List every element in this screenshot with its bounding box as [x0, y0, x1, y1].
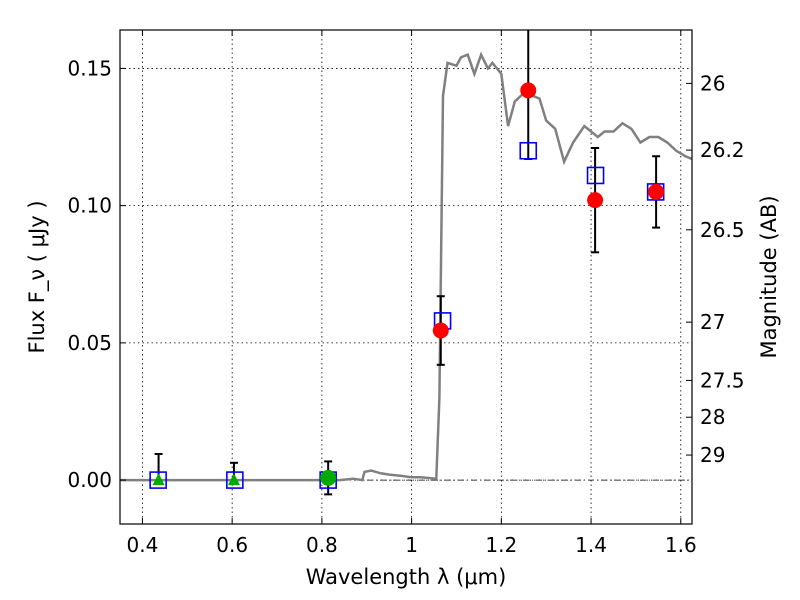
detection-point — [587, 192, 604, 209]
x-tick-label: 1.2 — [485, 533, 517, 557]
y-tick-label: 0.15 — [67, 56, 112, 80]
mag-tick-label: 27 — [700, 310, 725, 334]
x-tick-label: 0.4 — [127, 533, 159, 557]
x-tick-label: 1 — [405, 533, 418, 557]
mag-tick-label: 27.5 — [700, 368, 745, 392]
sed-model-line — [120, 51, 692, 482]
x-tick-label: 1.6 — [665, 533, 697, 557]
series-group — [120, 30, 692, 496]
model-square-marker — [226, 471, 244, 489]
tick-labels: 0.4 0.6 0.8 1 1.2 1.4 1.6 0.00 0.05 0.10 0.15 26 26.… — [67, 56, 744, 557]
plot-frame — [119, 29, 693, 525]
model-square-marker — [586, 166, 605, 185]
detection-point — [432, 322, 449, 339]
mag-tick-label: 28 — [700, 405, 725, 429]
y-axis-title: Flux F_ν ( μJy ) — [25, 200, 50, 353]
mag-tick-label: 26.5 — [700, 218, 745, 242]
detection-point — [520, 82, 537, 99]
x-axis-title: Wavelength λ (μm) — [306, 565, 507, 589]
axis-ticks — [120, 30, 692, 524]
mag-tick-label: 26 — [700, 71, 725, 95]
detection-point — [648, 183, 665, 200]
y-tick-label: 0.05 — [67, 331, 112, 355]
x-tick-label: 1.4 — [575, 533, 607, 557]
model-square-marker — [519, 141, 538, 160]
upper-limit-marker — [152, 473, 165, 486]
mag-tick-label: 29 — [700, 443, 725, 467]
y-tick-label: 0.00 — [67, 468, 112, 492]
marginal-point — [320, 469, 337, 486]
mag-tick-label: 26.2 — [700, 138, 745, 162]
plot-area — [120, 30, 692, 496]
y-tick-label: 0.10 — [67, 194, 112, 218]
upper-limit-marker — [227, 473, 240, 486]
model-square-marker — [149, 471, 167, 489]
x-tick-label: 0.8 — [306, 533, 338, 557]
right-axis-title: Magnitude (AB) — [757, 195, 781, 358]
x-tick-label: 0.6 — [216, 533, 248, 557]
